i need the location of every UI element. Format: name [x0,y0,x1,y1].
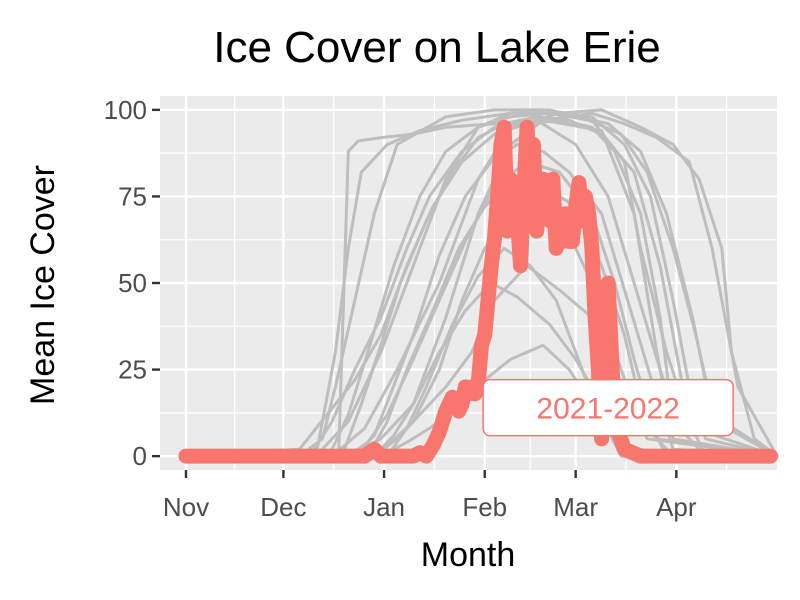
x-tick-label: Jan [363,492,405,522]
history-series-line [184,111,779,458]
y-tick-label: 25 [118,355,147,385]
series-annotation: 2021-2022 [482,378,734,437]
history-series-line [184,111,779,458]
highlight-series-group [178,119,778,464]
x-tick-label: Apr [656,492,697,522]
annotation-label: 2021-2022 [536,393,679,426]
chart-title: Ice Cover on Lake Erie [213,23,661,72]
history-series-line [184,118,779,458]
y-tick-label: 75 [118,181,147,211]
annotation-box [482,378,734,437]
y-axis: 0 25 50 75 100 [104,95,160,471]
history-series-line [184,111,779,458]
history-series-line [184,108,779,458]
x-tick-label: Dec [260,492,306,522]
x-tick-label: Nov [163,492,209,522]
history-series-line [184,118,779,458]
y-tick-label: 50 [118,268,147,298]
y-tick-label: 100 [104,95,147,125]
highlight-series-line [178,119,778,464]
x-axis-title: Month [421,536,516,574]
y-tick-label: 0 [133,441,147,471]
history-series-line [184,108,779,458]
x-tick-label: Mar [553,492,598,522]
x-tick-label: Feb [462,492,507,522]
y-axis-title: Mean Ice Cover [24,165,62,405]
history-series-line [184,115,779,458]
x-axis: Nov Dec Jan Feb Mar Apr [163,470,697,522]
